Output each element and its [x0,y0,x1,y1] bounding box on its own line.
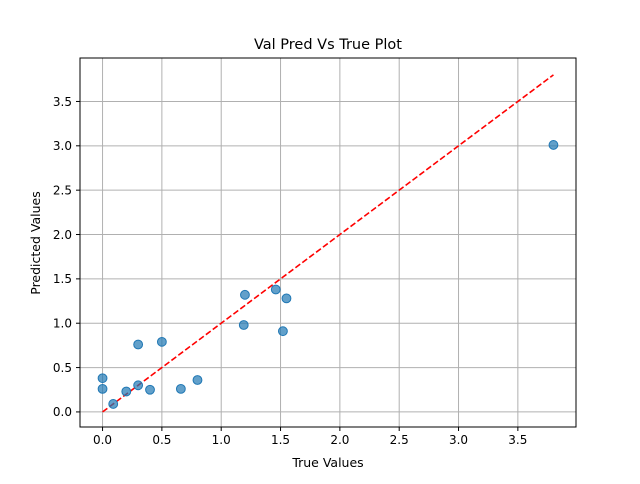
reference-line-layer [102,74,554,413]
data-point [240,289,250,300]
data-point [108,399,119,409]
data-point [175,383,186,394]
axes-frame [79,57,577,428]
x-tick-label: 0.0 [93,433,112,447]
y-axis-label: Predicted Values [28,191,43,295]
x-axis-ticks: 0.0 0.5 1.0 1.5 2.0 2.5 3.0 3.5 [93,427,527,447]
x-axis-label: True Values [291,455,363,470]
x-tick-label: 1.0 [212,433,231,447]
data-point [133,339,144,350]
y-tick-label: 3.5 [53,95,72,109]
y-tick-label: 3.0 [53,139,72,153]
x-tick-label: 2.0 [330,433,349,447]
reference-line [102,74,554,413]
y-tick-label: 1.0 [53,317,72,331]
data-point [281,293,292,304]
x-tick-label: 0.5 [152,433,171,447]
y-axis-ticks: 0.0 0.5 1.0 1.5 2.0 2.5 3.0 3.5 [53,95,80,419]
data-point [548,140,559,150]
chart-title: Val Pred Vs True Plot [254,37,402,53]
data-point [270,284,281,295]
x-tick-label: 3.5 [508,433,527,447]
grid-layer [80,58,576,427]
x-tick-label: 2.5 [390,433,409,447]
data-point [192,375,203,385]
data-point [97,373,108,384]
data-point [278,326,288,337]
data-point [97,383,108,394]
y-tick-label: 2.5 [53,183,72,197]
y-tick-label: 2.0 [53,228,72,242]
data-point [133,380,144,391]
x-tick-label: 1.5 [271,433,290,447]
y-tick-label: 0.0 [53,405,72,419]
data-point [238,320,249,330]
data-point [156,336,167,347]
data-point [145,384,155,395]
data-point [121,386,132,397]
y-tick-label: 0.5 [53,361,72,375]
x-tick-label: 3.0 [449,433,468,447]
y-tick-label: 1.5 [53,272,72,286]
data-points [97,140,559,409]
